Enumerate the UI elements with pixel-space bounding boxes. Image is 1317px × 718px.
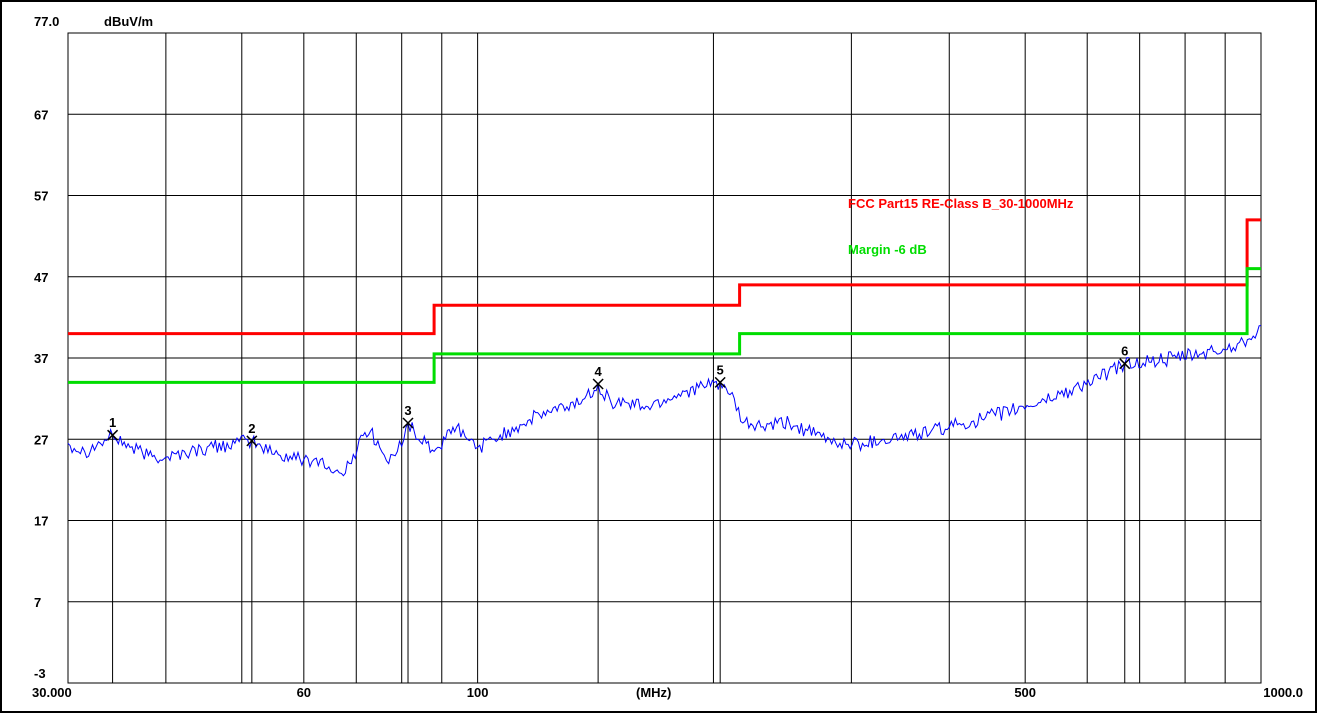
marker-cross [107, 429, 119, 441]
y-tick-label: 57 [34, 189, 48, 204]
legend-layer: FCC Part15 RE-Class B_30-1000MHz Margin … [848, 196, 1074, 257]
marker-layer: 1 2 3 4 5 6 [107, 344, 1131, 683]
measurement-trace [67, 325, 1262, 477]
limit-line [68, 218, 1261, 336]
y-tick-label: 37 [34, 351, 48, 366]
tick-layer: 77.0 67 57 47 37 27 17 7 -3 30.000 60 100 500 1000.0 [32, 14, 1303, 700]
y-tick-label: -3 [34, 666, 46, 681]
marker-label: 6 [1121, 344, 1128, 359]
y-tick-label: 27 [34, 432, 48, 447]
marker-cross [714, 376, 726, 388]
legend-limit-label: FCC Part15 RE-Class B_30-1000MHz [848, 196, 1074, 211]
marker-cross [1119, 358, 1131, 370]
y-tick-label: 17 [34, 514, 48, 529]
x-axis-label: (MHz) [636, 685, 671, 700]
grid-layer [68, 33, 1261, 683]
marker-label: 4 [594, 364, 602, 379]
marker-label: 3 [404, 403, 411, 418]
marker-label: 5 [717, 362, 724, 377]
y-axis-label: dBuV/m [104, 14, 153, 29]
series-layer [67, 218, 1262, 477]
x-tick-label: 60 [297, 685, 311, 700]
marker-label: 2 [248, 421, 255, 436]
x-tick-label: 500 [1014, 685, 1036, 700]
marker-cross [592, 378, 604, 390]
y-tick-label: 67 [34, 107, 48, 122]
marker-label: 1 [109, 415, 116, 430]
x-tick-label: 30.000 [32, 685, 72, 700]
y-tick-label: 7 [34, 595, 41, 610]
x-tick-label: 100 [467, 685, 489, 700]
margin-line [68, 267, 1261, 384]
y-tick-label: 77.0 [34, 14, 59, 29]
marker-cross [402, 417, 414, 429]
x-tick-label: 1000.0 [1263, 685, 1303, 700]
y-tick-label: 47 [34, 270, 48, 285]
legend-margin-label: Margin -6 dB [848, 242, 927, 257]
marker-cross [246, 435, 258, 447]
